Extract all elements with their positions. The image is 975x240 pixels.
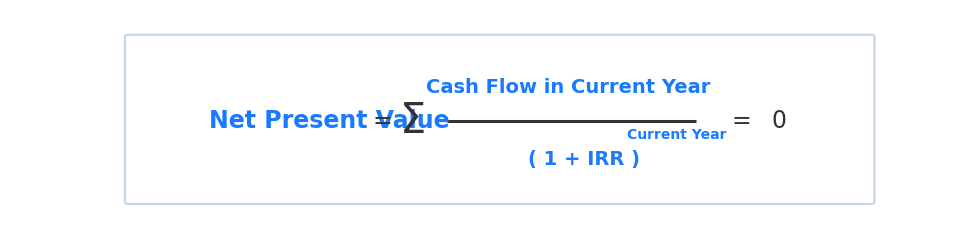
Text: =: = [372,109,393,133]
Text: Current Year: Current Year [627,128,726,143]
Text: ( 1 + IRR ): ( 1 + IRR ) [528,150,641,168]
Text: Σ: Σ [400,100,426,142]
Text: =: = [731,109,752,133]
Text: Cash Flow in Current Year: Cash Flow in Current Year [425,78,710,96]
Text: 0: 0 [772,109,787,133]
Text: Net Present Value: Net Present Value [209,109,449,133]
FancyBboxPatch shape [125,35,875,204]
